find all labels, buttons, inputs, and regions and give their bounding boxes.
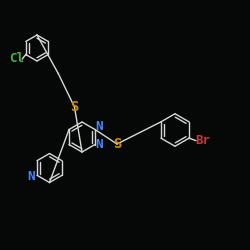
- Text: S: S: [70, 100, 79, 114]
- Text: N: N: [95, 120, 102, 134]
- Text: N: N: [96, 138, 103, 151]
- Text: N: N: [28, 170, 35, 183]
- Text: Br: Br: [195, 134, 210, 147]
- Text: Cl: Cl: [9, 52, 24, 66]
- Text: S: S: [113, 137, 121, 151]
